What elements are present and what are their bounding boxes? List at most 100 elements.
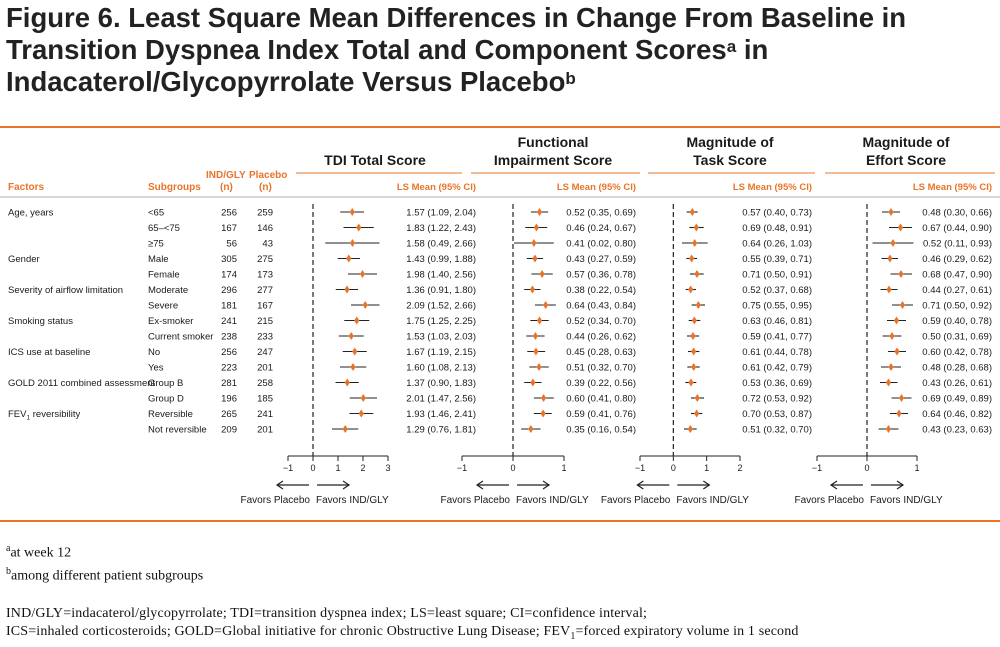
panel-title-line-1: Magnitude of — [686, 134, 773, 150]
footnote-a: aat week 12 — [6, 543, 72, 561]
row-placebo-n: 173 — [257, 270, 273, 281]
mean-marker — [533, 223, 540, 232]
mean-marker — [889, 332, 895, 340]
x-tick-label: 1 — [335, 463, 340, 473]
favors-ind-gly-label: Favors IND/GLY — [316, 495, 389, 506]
ls-mean-value: 1.93 (1.46, 2.41) — [406, 409, 476, 420]
ls-mean-value: 0.41 (0.02, 0.80) — [566, 239, 636, 250]
mean-marker — [529, 285, 535, 294]
ls-mean-value: 0.52 (0.34, 0.70) — [566, 316, 636, 327]
row-subgroup: Yes — [148, 363, 164, 374]
ls-mean-value: 0.53 (0.36, 0.69) — [742, 378, 812, 389]
ls-mean-value: 0.45 (0.28, 0.63) — [566, 347, 636, 358]
ls-mean-value: 0.68 (0.47, 0.90) — [922, 270, 992, 281]
row-placebo-n: 258 — [257, 378, 273, 389]
row-factor: Age, years — [8, 208, 54, 219]
mean-marker — [886, 285, 892, 294]
ls-mean-value: 0.57 (0.40, 0.73) — [742, 208, 812, 219]
row-ind-gly-n: 238 — [221, 332, 237, 343]
mean-marker — [694, 270, 700, 278]
row-subgroup: Ex-smoker — [148, 316, 193, 327]
row-placebo-n: 247 — [257, 347, 273, 358]
mean-marker — [346, 254, 352, 263]
x-tick-label: 1 — [914, 463, 919, 473]
mean-marker — [898, 394, 905, 402]
mean-marker — [899, 301, 906, 309]
row-subgroup: No — [148, 347, 160, 358]
header-subgroups: Subgroups — [148, 182, 201, 193]
title-line-1: Figure 6. Least Square Mean Differences … — [6, 2, 907, 33]
row-ind-gly-n: 209 — [221, 425, 237, 436]
ls-mean-value: 0.59 (0.40, 0.78) — [922, 316, 992, 327]
mean-marker — [693, 223, 699, 232]
ls-mean-value: 1.83 (1.22, 2.43) — [406, 223, 476, 234]
ls-mean-value: 2.01 (1.47, 2.56) — [406, 394, 476, 405]
arrow-left-head — [636, 480, 644, 490]
header-factors: Factors — [8, 182, 45, 193]
row-subgroup: Not reversible — [148, 425, 207, 436]
mean-marker — [887, 254, 893, 263]
mean-marker — [687, 425, 693, 433]
mean-marker — [359, 270, 366, 278]
row-ind-gly-n: 167 — [221, 223, 237, 234]
header-placebo-n: (n) — [259, 182, 272, 193]
ls-mean-value: 0.57 (0.36, 0.78) — [566, 270, 636, 281]
mean-marker — [692, 239, 698, 247]
row-placebo-n: 167 — [257, 301, 273, 312]
row-subgroup: Group D — [148, 394, 184, 405]
row-subgroup: <65 — [148, 208, 164, 219]
ls-mean-value: 0.63 (0.46, 0.81) — [742, 316, 812, 327]
row-subgroup: Moderate — [148, 285, 188, 296]
mean-marker — [539, 270, 545, 278]
ls-mean-value: 0.60 (0.42, 0.78) — [922, 347, 992, 358]
x-tick-label: 2 — [737, 463, 742, 473]
mean-marker — [688, 378, 694, 387]
panel-title-line-2: Task Score — [693, 152, 767, 168]
ls-mean-value: 0.55 (0.39, 0.71) — [742, 254, 812, 265]
ls-mean-value: 2.09 (1.52, 2.66) — [406, 301, 476, 312]
panel-title: TDI Total Score — [324, 152, 426, 168]
row-placebo-n: 275 — [257, 254, 273, 265]
row-ind-gly-n: 305 — [221, 254, 237, 265]
ls-mean-value: 1.75 (1.25, 2.25) — [406, 316, 476, 327]
header-placebo: Placebo — [249, 170, 287, 181]
mean-marker — [533, 347, 539, 356]
mean-marker — [690, 332, 696, 340]
favors-placebo-label: Favors Placebo — [795, 495, 865, 506]
x-tick-label: −1 — [283, 463, 293, 473]
ls-mean-value: 0.64 (0.26, 1.03) — [742, 239, 812, 250]
mean-marker — [543, 301, 549, 309]
ls-mean-value: 0.72 (0.53, 0.92) — [742, 394, 812, 405]
mean-marker — [896, 409, 902, 418]
ls-mean-header: LS Mean (95% CI) — [733, 182, 812, 193]
arrow-right-head — [703, 480, 711, 490]
favors-ind-gly-label: Favors IND/GLY — [516, 495, 589, 506]
row-ind-gly-n: 256 — [221, 347, 237, 358]
row-subgroup: 65–<75 — [148, 223, 180, 234]
abbreviations-line-2: ICS=inhaled corticosteroids; GOLD=Global… — [6, 624, 571, 640]
x-tick-label: 0 — [671, 463, 676, 473]
ls-mean-value: 1.98 (1.40, 2.56) — [406, 270, 476, 281]
ls-mean-value: 0.52 (0.11, 0.93) — [923, 239, 992, 250]
ls-mean-value: 0.61 (0.42, 0.79) — [742, 363, 812, 374]
header-ind-gly-n: (n) — [220, 182, 233, 193]
ls-mean-value: 0.75 (0.55, 0.95) — [742, 301, 812, 312]
row-placebo-n: 259 — [257, 208, 273, 219]
mean-marker — [689, 208, 695, 216]
ls-mean-value: 0.60 (0.41, 0.80) — [566, 394, 636, 405]
ls-mean-value: 1.29 (0.76, 1.81) — [406, 425, 476, 436]
ls-mean-value: 1.53 (1.03, 2.03) — [406, 332, 476, 343]
row-ind-gly-n: 223 — [221, 363, 237, 374]
row-subgroup: Severe — [148, 301, 178, 312]
mean-marker — [530, 378, 536, 387]
row-placebo-n: 201 — [257, 363, 273, 374]
row-placebo-n: 233 — [257, 332, 273, 343]
ls-mean-value: 1.43 (0.99, 1.88) — [406, 254, 476, 265]
mean-marker — [344, 378, 350, 387]
ls-mean-value: 0.59 (0.41, 0.77) — [742, 332, 812, 343]
x-tick-label: −1 — [635, 463, 645, 473]
ls-mean-value: 0.71 (0.50, 0.92) — [922, 301, 992, 312]
mean-marker — [691, 347, 697, 356]
title-line-3: Indacaterol/Glycopyrrolate Versus Placeb… — [6, 66, 566, 97]
mean-marker — [885, 378, 892, 387]
